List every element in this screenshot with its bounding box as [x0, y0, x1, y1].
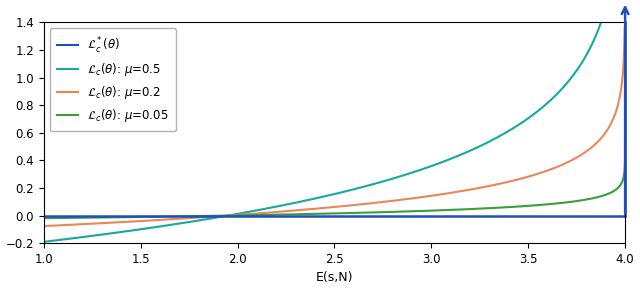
- Legend: $\mathcal{L}_c^*(\theta)$, $\mathcal{L}_c(\theta)$: $\mu$=0.5, $\mathcal{L}_c(\t: $\mathcal{L}_c^*(\theta)$, $\mathcal{L}_…: [50, 28, 176, 131]
- X-axis label: E(s,N): E(s,N): [316, 271, 353, 284]
